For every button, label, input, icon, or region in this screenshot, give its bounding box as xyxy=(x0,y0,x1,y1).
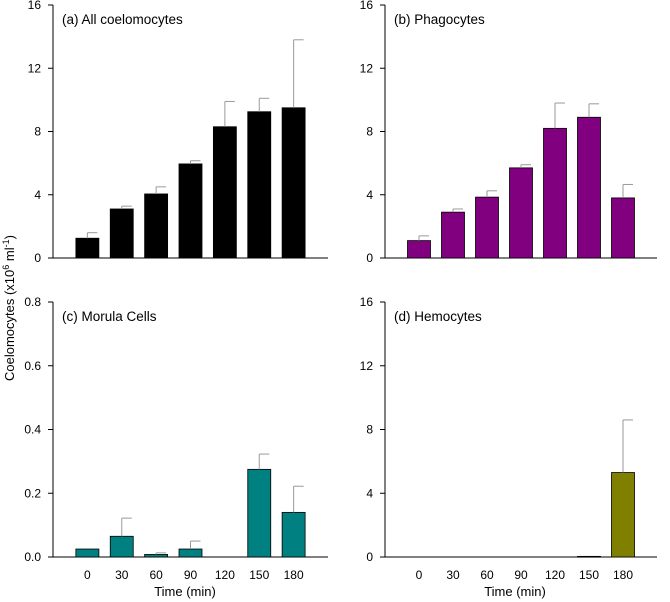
bar xyxy=(441,211,465,259)
bar xyxy=(281,511,306,558)
bar xyxy=(109,535,134,558)
bar xyxy=(178,548,203,558)
x-tick-label: 0 xyxy=(84,568,91,582)
x-axis-title-right: Time (min) xyxy=(484,584,546,599)
svg-text:Coelomocytes (x106 ml-1): Coelomocytes (x106 ml-1) xyxy=(1,235,17,381)
x-tick-label: 120 xyxy=(545,568,565,582)
y-tick-label: 0.4 xyxy=(24,423,41,437)
panel-title: (b) Phagocytes xyxy=(394,12,485,27)
y-tick-label: 8 xyxy=(366,423,373,437)
y-axis-title-main: Coelomocytes (x10 xyxy=(2,270,17,381)
bar xyxy=(212,126,237,259)
bar xyxy=(144,193,169,259)
bar xyxy=(475,196,499,259)
x-tick-label: 150 xyxy=(249,568,269,582)
x-axis-title-left: Time (min) xyxy=(154,584,216,599)
bar xyxy=(577,555,601,558)
chart-panels: 0 4 8 12 16 (a) All coelomocytes 0 4 8 12 16 (b) Ph… xyxy=(24,0,657,582)
y-tick-label: 8 xyxy=(366,125,373,139)
panel-all-coelomocytes: 0 4 8 12 16 (a) All coelomocytes xyxy=(28,0,328,265)
y-tick-label: 16 xyxy=(360,0,374,12)
y-tick-label: 16 xyxy=(360,295,374,309)
y-axis-title-mid: ml xyxy=(2,247,17,264)
panel-title: (a) All coelomocytes xyxy=(62,12,183,27)
x-tick-label: 150 xyxy=(579,568,599,582)
bar xyxy=(407,240,431,259)
y-tick-label: 0.2 xyxy=(24,486,41,500)
bar xyxy=(543,127,567,259)
panel-phagocytes: 0 4 8 12 16 (b) Phagocytes xyxy=(360,0,657,265)
bar xyxy=(611,472,635,558)
x-tick-label: 90 xyxy=(184,568,198,582)
bar xyxy=(144,554,169,558)
bar xyxy=(577,116,601,259)
bar xyxy=(75,237,100,259)
bar xyxy=(109,208,134,259)
y-tick-label: 12 xyxy=(28,61,42,75)
x-tick-label: 0 xyxy=(416,568,423,582)
x-tick-label: 180 xyxy=(284,568,304,582)
x-tick-label: 60 xyxy=(149,568,163,582)
y-axis-title: Coelomocytes (x106 ml-1) xyxy=(1,235,17,381)
x-tick-label: 30 xyxy=(115,568,129,582)
y-axis-title-sup1: 6 xyxy=(1,265,11,270)
x-tick-label: 60 xyxy=(480,568,494,582)
bar xyxy=(247,111,272,259)
bar xyxy=(281,107,306,259)
x-tick-label: 120 xyxy=(215,568,235,582)
y-tick-label: 4 xyxy=(366,486,373,500)
y-axis-title-sup2: -1 xyxy=(1,239,11,247)
panel-title: (d) Hemocytes xyxy=(394,309,482,324)
bar xyxy=(611,197,635,259)
y-tick-label: 0.0 xyxy=(24,550,41,564)
y-tick-label: 0.6 xyxy=(24,359,41,373)
x-tick-label: 30 xyxy=(446,568,460,582)
bar xyxy=(178,163,203,259)
y-tick-label: 12 xyxy=(360,359,374,373)
y-tick-label: 16 xyxy=(28,0,42,12)
x-tick-label: 90 xyxy=(514,568,528,582)
y-tick-label: 4 xyxy=(34,188,41,202)
panel-morula-cells: 0.0 0.2 0.4 0.6 0.8 0 30 60 90 120 150 180 (c) Morul… xyxy=(24,295,328,582)
y-axis-title-end: ) xyxy=(2,235,17,239)
y-tick-label: 0 xyxy=(366,550,373,564)
y-tick-label: 0 xyxy=(34,251,41,265)
y-tick-label: 0 xyxy=(366,251,373,265)
y-tick-label: 8 xyxy=(34,125,41,139)
y-tick-label: 0.8 xyxy=(24,295,41,309)
y-tick-label: 4 xyxy=(366,188,373,202)
x-tick-label: 180 xyxy=(613,568,633,582)
bar xyxy=(247,468,272,558)
bar xyxy=(75,548,100,558)
bar xyxy=(509,167,533,259)
panel-hemocytes: 0 4 8 12 16 0 30 60 90 120 150 180 (d) Hemocytes xyxy=(360,295,657,582)
panel-title: (c) Morula Cells xyxy=(62,309,157,324)
y-tick-label: 12 xyxy=(360,61,374,75)
